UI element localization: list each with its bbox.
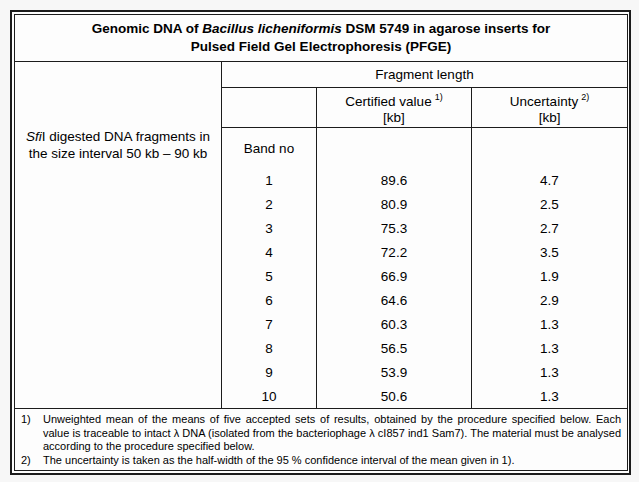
uncertainty-cell: 2.9 [472,288,628,312]
certified-value-header: Certified value1) [kb] [317,88,472,128]
footnote-2-text: The uncertainty is taken as the half-wid… [43,454,621,468]
band-cell: 8 [222,336,317,360]
footnote-ref-2: 2) [581,92,589,102]
uncertainty-cell: 2.5 [472,192,628,216]
certified-cell: 75.3 [317,216,472,240]
footnote-1: 1) Unweighted mean of the means of five … [21,413,621,454]
certified-cell: 50.6 [317,384,472,409]
footnote-2-ref: 2) [21,454,43,468]
table-title: Genomic DNA of Bacillus licheniformis DS… [15,15,628,62]
certified-cell: 53.9 [317,360,472,384]
certified-cell: 64.6 [317,288,472,312]
uncertainty-cell: 2.7 [472,216,628,240]
certificate-table-frame: Genomic DNA of Bacillus licheniformis DS… [10,10,631,475]
group-header-fragment-length: Fragment length [222,62,628,88]
uncertainty-cell: 1.3 [472,384,628,409]
certified-value-unit: [kb] [317,110,471,126]
uncertainty-cell: 4.7 [472,168,628,192]
certified-cell: 60.3 [317,312,472,336]
sample-description: SfiI digested DNA fragments in the size … [20,128,216,162]
certified-cell: 72.2 [317,240,472,264]
fragment-length-table: Genomic DNA of Bacillus licheniformis DS… [14,14,628,471]
band-cell: 10 [222,384,317,409]
band-cell: 7 [222,312,317,336]
certified-cell: 89.6 [317,168,472,192]
footnote-ref-1: 1) [435,92,443,102]
band-cell: 3 [222,216,317,240]
band-cell: 9 [222,360,317,384]
uncertainty-cell: 1.3 [472,360,628,384]
uncertainty-cell: 1.3 [472,336,628,360]
sample-description-cell: SfiI digested DNA fragments in the size … [15,62,222,409]
uncertainty-cell: 1.9 [472,264,628,288]
uncertainty-cell: 1.3 [472,312,628,336]
title-line-1: Genomic DNA of Bacillus licheniformis DS… [15,20,627,38]
band-cell: 6 [222,288,317,312]
title-line-2: Pulsed Field Gel Electrophoresis (PFGE) [15,38,627,56]
certified-cell: 80.9 [317,192,472,216]
band-cell: 2 [222,192,317,216]
organism-name: Bacillus licheniformis [202,21,342,36]
band-column-spacer [222,88,317,128]
band-cell: 4 [222,240,317,264]
certified-cell: 56.5 [317,336,472,360]
band-cell: 5 [222,264,317,288]
footnote-1-ref: 1) [21,413,43,454]
enzyme-name: Sfi [26,129,42,144]
uncertainty-cell: 3.5 [472,240,628,264]
band-no-header: Band no [222,128,317,169]
band-cell: 1 [222,168,317,192]
footnotes-section: 1) Unweighted mean of the means of five … [15,409,628,471]
uncertainty-unit: [kb] [472,110,627,126]
footnote-2: 2) The uncertainty is taken as the half-… [21,454,621,468]
footnote-1-text: Unweighted mean of the means of five acc… [43,413,621,454]
uncertainty-header: Uncertainty2) [kb] [472,88,628,128]
certified-cell: 66.9 [317,264,472,288]
